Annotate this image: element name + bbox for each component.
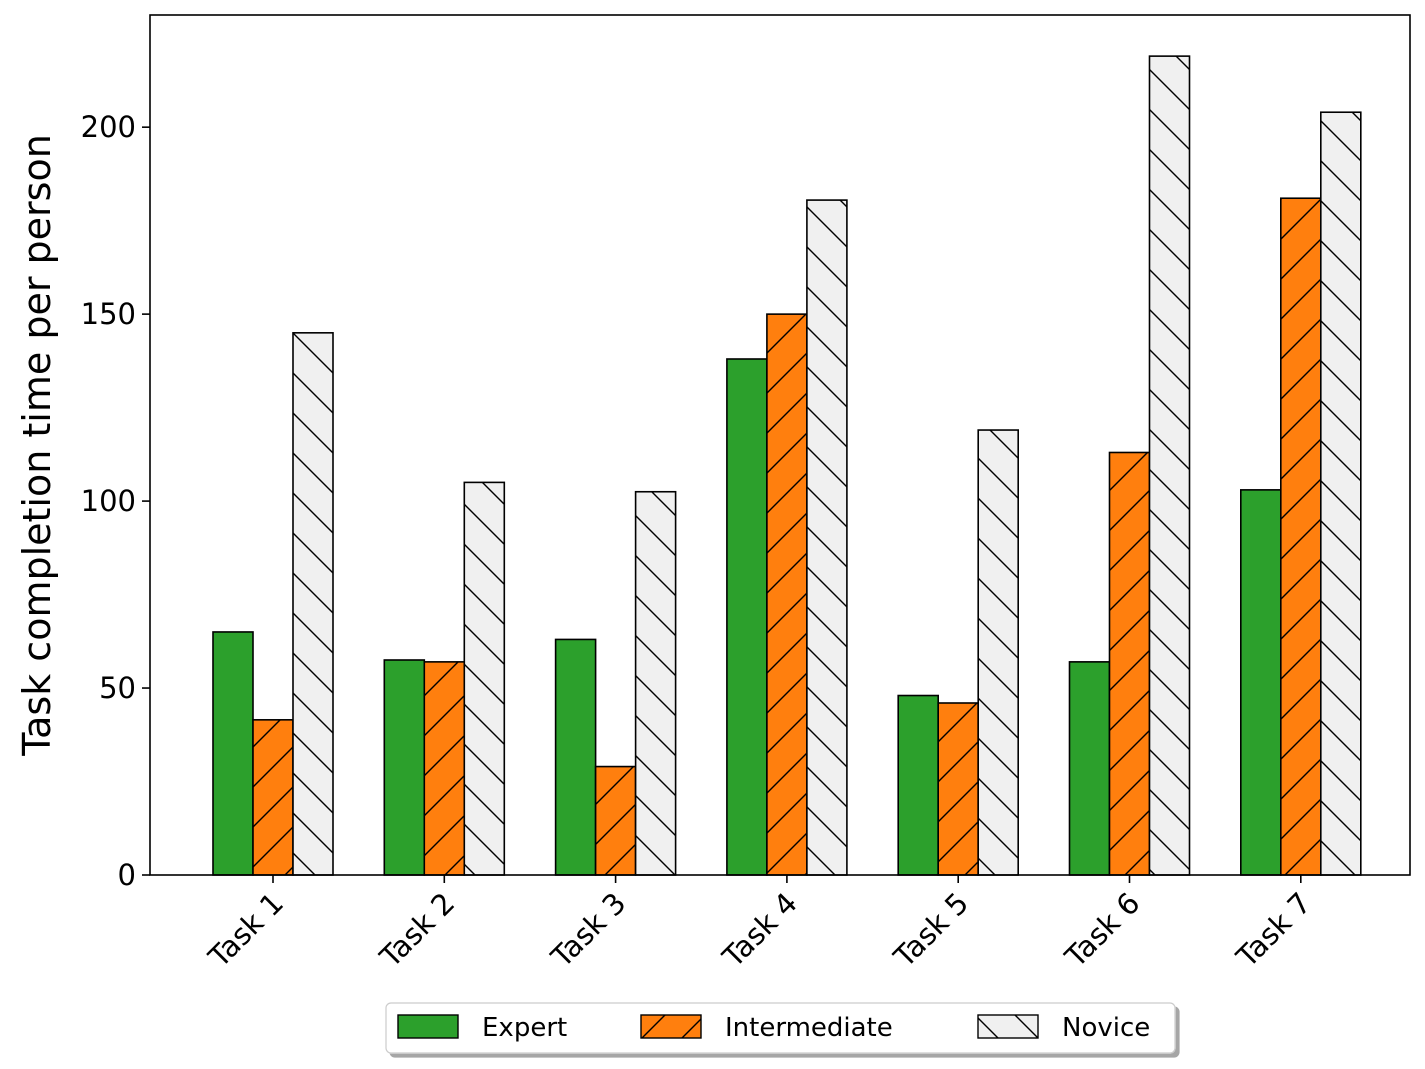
legend-swatch-hatch-novice: [978, 1015, 1038, 1038]
bar-expert-task-3: [555, 639, 596, 875]
y-tick-label: 200: [81, 110, 136, 144]
legend-swatch-outline-intermediate: [640, 1014, 702, 1039]
legend-label-intermediate: Intermediate: [725, 1013, 893, 1043]
legend-label-novice: Novice: [1062, 1013, 1150, 1043]
y-tick-label: 100: [81, 484, 136, 518]
bars-group: [212, 55, 1362, 876]
y-tick-label: 0: [118, 858, 136, 892]
bar-hatch-novice-task-1: [293, 332, 333, 876]
bar-expert-task-1: [213, 631, 253, 875]
x-tick-label: Task 2: [373, 886, 462, 975]
bar-hatch-intermediate-task-1: [253, 719, 293, 875]
bar-hatch-intermediate-task-2: [424, 661, 465, 875]
legend-swatch-outline-expert: [397, 1014, 459, 1039]
bar-hatch-intermediate-task-7: [1280, 198, 1321, 875]
bar-expert-task-5: [898, 695, 939, 875]
bar-expert-task-2: [384, 660, 425, 875]
bar-hatch-novice-task-6: [1149, 56, 1190, 876]
bar-expert-task-6: [1069, 661, 1110, 875]
bar-hatch-novice-task-4: [806, 200, 847, 875]
x-axis: Task 1 Task 2 Task 3 Task 4 Task 5 Task 6 Task…: [201, 875, 1318, 975]
bar-hatch-novice-task-2: [464, 482, 505, 875]
legend-swatch-expert: [398, 1015, 458, 1038]
legend: Expert Intermediate Novice: [385, 1002, 1176, 1054]
x-tick-label: Task 1: [201, 886, 290, 975]
bar-hatch-novice-task-7: [1320, 112, 1361, 875]
legend-swatch-outline-novice: [977, 1014, 1039, 1039]
bar-hatch-intermediate-task-4: [766, 314, 807, 875]
y-tick-label: 50: [99, 671, 136, 705]
plot-area-frame: [149, 14, 1411, 876]
bar-hatch-novice-task-5: [978, 430, 1019, 875]
legend-label-expert: Expert: [482, 1013, 567, 1043]
y-tick-label: 150: [81, 297, 136, 331]
x-tick-label: Task 4: [715, 886, 804, 975]
x-tick-label: Task 5: [887, 886, 976, 975]
bar-hatch-intermediate-task-6: [1109, 452, 1150, 875]
bar-hatch-intermediate-task-5: [938, 703, 979, 875]
x-tick-label: Task 7: [1229, 886, 1318, 975]
x-tick-label: Task 3: [544, 886, 633, 975]
x-tick-label: Task 6: [1058, 886, 1147, 975]
bar-expert-task-4: [726, 359, 767, 875]
y-axis-label: Task completion time per person: [15, 134, 59, 757]
legend-swatch-hatch-intermediate: [641, 1015, 701, 1038]
bar-expert-task-7: [1240, 489, 1281, 875]
bar-hatch-novice-task-3: [635, 491, 676, 875]
y-axis: 0 50 100 150 200: [81, 110, 150, 892]
bar-hatch-intermediate-task-3: [595, 766, 636, 875]
